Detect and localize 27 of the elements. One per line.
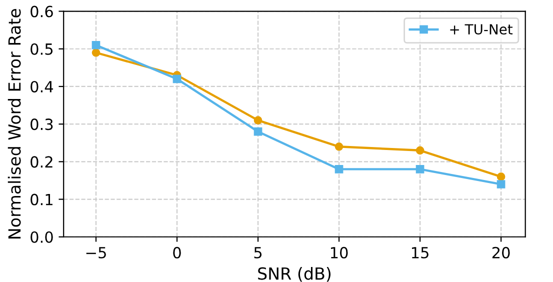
y-tick-label: 0.4	[30, 80, 54, 92]
point	[254, 127, 262, 136]
x-tick-label: 15	[412, 247, 428, 258]
x-tick-label: 0	[173, 246, 181, 258]
y-tick-label: 0.2	[30, 156, 52, 168]
x-tick-label: 5	[254, 247, 262, 258]
point	[416, 165, 424, 174]
point	[92, 48, 100, 57]
point	[496, 172, 506, 181]
point	[416, 146, 424, 155]
y-tick-label: 0.5	[30, 43, 53, 55]
legend-label: + TU-Net	[450, 24, 513, 35]
x-tick-label: −5	[86, 247, 106, 258]
point	[92, 40, 100, 50]
point	[172, 74, 182, 84]
y-tick-label: 0.0	[30, 231, 53, 243]
y-tick-label: 0.1	[30, 194, 52, 206]
y-axis-title: Normalised Word Error Rate	[8, 8, 21, 238]
y-tick-label: 0.6	[30, 6, 53, 18]
point	[254, 116, 262, 124]
point	[334, 165, 344, 174]
x-tick-label: 20	[492, 246, 510, 258]
x-axis-title: SNR (dB)	[258, 266, 331, 282]
y-tick-label: 0.3	[30, 118, 53, 130]
point	[496, 180, 506, 188]
x-tick-label: 10	[330, 246, 348, 258]
point	[334, 142, 344, 151]
